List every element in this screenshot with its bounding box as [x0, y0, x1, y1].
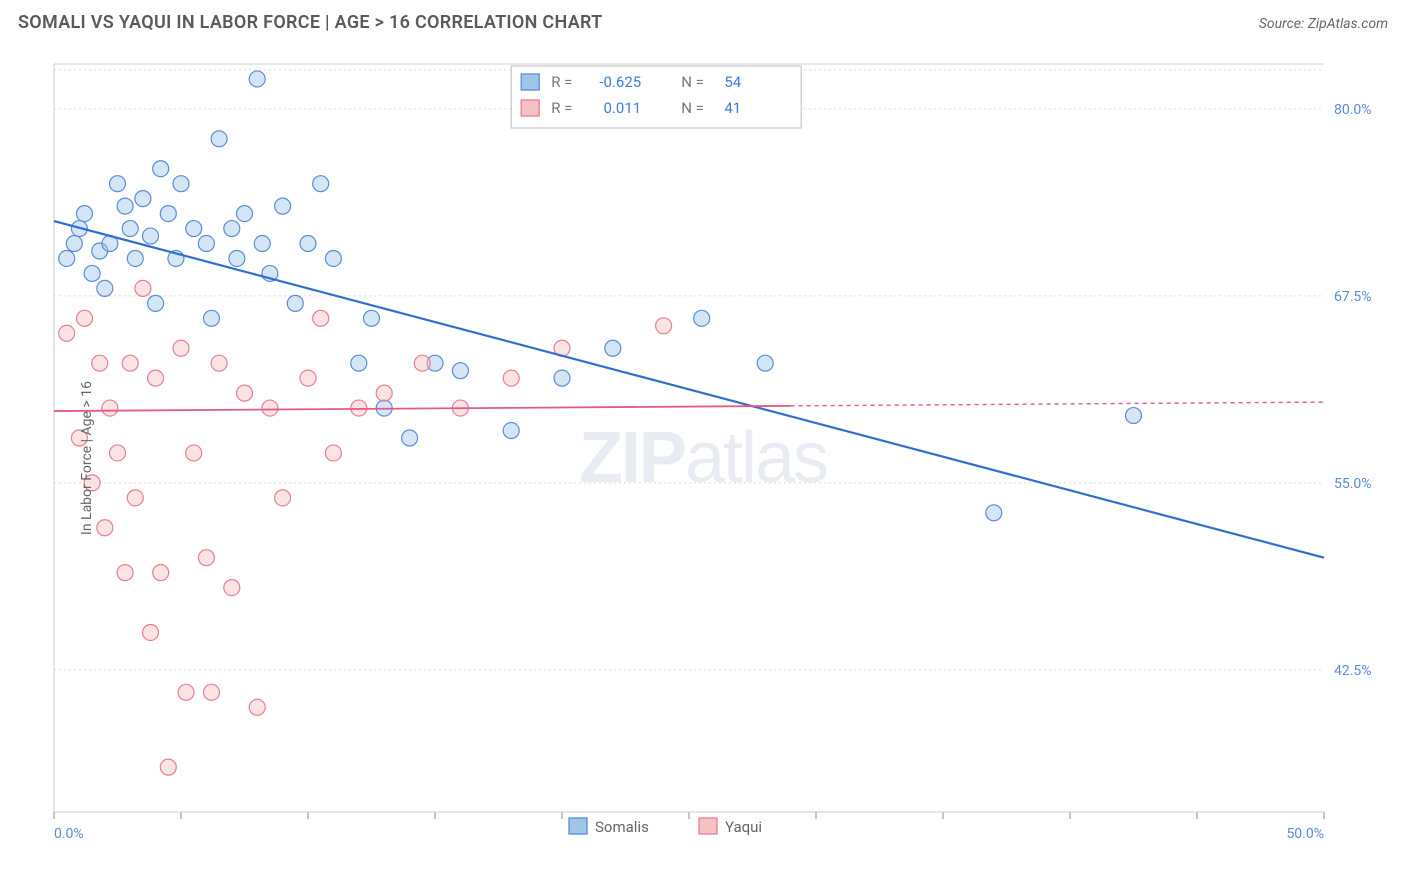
- svg-text:80.0%: 80.0%: [1334, 102, 1372, 118]
- svg-text:N =: N =: [681, 73, 704, 91]
- svg-text:55.0%: 55.0%: [1334, 476, 1372, 492]
- svg-text:0.0%: 0.0%: [54, 826, 84, 842]
- svg-text:41: 41: [724, 99, 741, 117]
- svg-text:N =: N =: [681, 99, 704, 117]
- svg-text:R =: R =: [551, 99, 572, 117]
- svg-text:54: 54: [724, 73, 741, 91]
- chart-title: SOMALI VS YAQUI IN LABOR FORCE | AGE > 1…: [18, 12, 603, 33]
- svg-text:50.0%: 50.0%: [1286, 826, 1324, 842]
- svg-text:Yaqui: Yaqui: [725, 818, 762, 836]
- y-axis-label: In Labor Force | Age > 16: [79, 381, 95, 535]
- svg-text:67.5%: 67.5%: [1334, 289, 1372, 305]
- svg-text:42.5%: 42.5%: [1334, 663, 1372, 679]
- correlation-scatter-chart: 0.0% 50.0% 42.5% 55.0% 67.5% 80.0% R = -0.625 N …: [18, 48, 1388, 868]
- source-attribution: Source: ZipAtlas.com: [1259, 16, 1388, 32]
- svg-text:0.011: 0.011: [604, 99, 642, 117]
- svg-text:-0.625: -0.625: [599, 73, 641, 91]
- svg-text:Somalis: Somalis: [595, 818, 649, 836]
- svg-text:R =: R =: [551, 73, 572, 91]
